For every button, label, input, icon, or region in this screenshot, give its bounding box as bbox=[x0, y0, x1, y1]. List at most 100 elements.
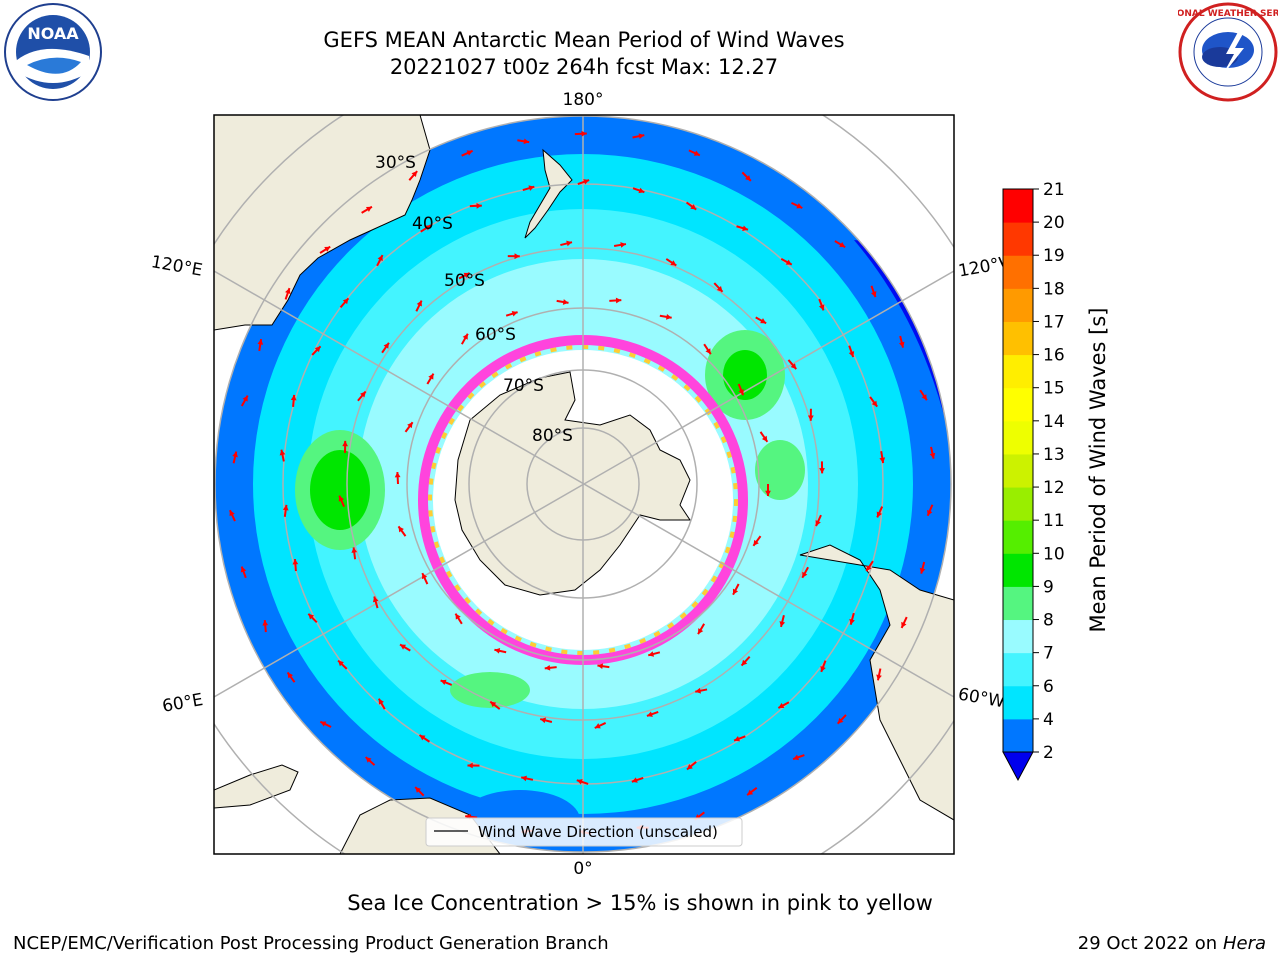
wave-direction-arrowhead bbox=[747, 789, 754, 796]
wave-direction-arrowhead bbox=[229, 510, 235, 517]
wave-direction-arrowhead bbox=[802, 571, 808, 578]
wave-direction-arrowhead bbox=[540, 717, 547, 724]
wave-direction-arrowhead bbox=[282, 504, 289, 511]
sea-ice-note: Sea Ice Concentration > 15% is shown in … bbox=[347, 891, 933, 915]
wave-direction-arrowhead bbox=[785, 259, 792, 265]
wave-direction-arrowhead bbox=[648, 651, 655, 657]
wave-direction-arrowhead bbox=[876, 674, 882, 681]
colorbar-tick-label: 12 bbox=[1043, 478, 1065, 498]
wave-direction-arrowhead bbox=[734, 736, 741, 742]
colorbar-segment bbox=[1003, 288, 1033, 322]
colorbar-segment bbox=[1003, 255, 1033, 289]
wave-direction-arrowhead bbox=[292, 559, 299, 565]
colorbar-tick-label: 14 bbox=[1043, 412, 1065, 432]
wave-direction-arrowhead bbox=[360, 391, 366, 398]
wave-direction-arrowhead bbox=[919, 567, 926, 574]
wave-direction-arrowhead bbox=[378, 698, 384, 705]
wave-direction-arrowhead bbox=[494, 648, 501, 654]
wave-direction-arrowhead bbox=[455, 613, 461, 620]
wave-direction-arrowhead bbox=[290, 394, 297, 401]
wave-direction-arrowhead bbox=[705, 348, 711, 355]
wave-direction-arrowhead bbox=[870, 291, 877, 298]
wave-direction-arrowhead bbox=[793, 754, 800, 761]
wave-direction-arrowhead bbox=[732, 588, 739, 595]
lat-label-40s: 40°S bbox=[412, 214, 453, 234]
wave-direction-arrowhead bbox=[463, 272, 470, 278]
colorbar-segment bbox=[1003, 652, 1033, 687]
lat-label-70s: 70°S bbox=[503, 376, 544, 396]
wave-direction-arrowhead bbox=[566, 240, 573, 247]
colorbar-frame bbox=[1002, 188, 1034, 753]
wave-direction-arrowhead bbox=[638, 187, 645, 194]
wave-direction-arrowhead bbox=[753, 539, 759, 546]
colorbar-tick-label: 2 bbox=[1043, 743, 1054, 763]
wave-direction-arrowhead bbox=[365, 206, 372, 212]
wave-direction-arrowhead bbox=[665, 314, 672, 320]
graticule bbox=[214, 115, 954, 854]
colorbar-segment bbox=[1003, 718, 1033, 753]
nws-logo-ring-text: NATIONAL WEATHER SERVICE bbox=[1178, 9, 1278, 19]
wave-direction-arrowhead bbox=[693, 150, 700, 156]
wave-direction-arrowhead bbox=[745, 175, 751, 181]
wave-direction-arrowhead bbox=[383, 342, 389, 349]
map-frame bbox=[213, 114, 955, 855]
wave-direction-arrowhead bbox=[394, 472, 401, 478]
wave-direction-arrowhead bbox=[695, 687, 701, 694]
wave-direction-arrowhead bbox=[646, 711, 653, 717]
wave-direction-arrowhead bbox=[638, 133, 645, 139]
wave-direction-arrowhead bbox=[338, 660, 344, 667]
wave-direction-arrowhead bbox=[440, 679, 447, 686]
colorbar-segment bbox=[1003, 619, 1033, 654]
wave-direction-arrowhead bbox=[476, 203, 482, 209]
wave-direction-arrowhead bbox=[279, 449, 286, 456]
wave-direction-arrowhead bbox=[232, 451, 238, 458]
wave-direction-arrowhead bbox=[819, 468, 825, 474]
colorbar-tick-label: 4 bbox=[1043, 710, 1054, 730]
wave-direction-arrowhead bbox=[927, 509, 933, 516]
wave-direction-arrowhead bbox=[262, 620, 269, 626]
wave-direction-arrowhead bbox=[765, 490, 771, 496]
wave-direction-arrowhead bbox=[544, 664, 551, 671]
colorbar-segment bbox=[1003, 487, 1033, 521]
wave-direction-arrowhead bbox=[419, 735, 426, 741]
lon-label-120e: 120°E bbox=[150, 252, 204, 281]
wave-direction-arrowhead bbox=[365, 757, 372, 763]
land-antarctica bbox=[454, 371, 691, 596]
lat-label-60s: 60°S bbox=[475, 325, 516, 345]
wave-direction-arrowhead bbox=[242, 395, 248, 402]
colorbar-label: Mean Period of Wind Waves [s] bbox=[1086, 308, 1110, 633]
wave-direction-arrowhead bbox=[490, 701, 497, 708]
wave-direction-arrowhead bbox=[416, 300, 422, 307]
wave-direction-arrowhead bbox=[594, 723, 601, 729]
colorbar-tick-label: 18 bbox=[1043, 279, 1065, 299]
wave-direction-arrowhead bbox=[778, 702, 785, 708]
lat-label-80s: 80°S bbox=[532, 426, 573, 446]
wave-direction-arrowhead bbox=[467, 762, 473, 769]
colorbar-under-extend bbox=[1002, 751, 1034, 782]
colorbar-tick-label: 9 bbox=[1043, 577, 1054, 597]
wave-direction-arrowhead bbox=[631, 777, 638, 783]
wave-direction-arrowhead bbox=[377, 255, 383, 262]
wave-direction-arrowhead bbox=[741, 659, 748, 666]
wave-direction-arrowhead bbox=[690, 204, 697, 210]
noaa-logo-text: NOAA bbox=[27, 24, 79, 43]
wave-direction-arrowhead bbox=[779, 621, 786, 627]
land-madagascar bbox=[214, 764, 299, 809]
colorbar-tick-label: 21 bbox=[1043, 180, 1065, 200]
colorbar-segment bbox=[1003, 354, 1033, 389]
colorbar-segment bbox=[1003, 586, 1033, 621]
colorbar-segment bbox=[1003, 453, 1033, 488]
wave-direction-arrowhead bbox=[398, 526, 404, 533]
wave-direction-arrowhead bbox=[837, 717, 844, 724]
wave-direction-arrowhead bbox=[424, 225, 431, 231]
wave-direction-arrowhead bbox=[820, 665, 826, 672]
lat-label-50s: 50°S bbox=[444, 271, 485, 291]
wave-direction-arrowhead bbox=[428, 373, 434, 380]
colorbar-segment bbox=[1003, 420, 1033, 455]
wave-direction-arrowhead bbox=[866, 565, 872, 572]
wave-direction-arrowhead bbox=[670, 260, 677, 266]
colorbar-tick-label: 10 bbox=[1043, 544, 1065, 564]
colorbar-tick-label: 17 bbox=[1043, 312, 1065, 332]
wave-direction-arrowhead bbox=[400, 644, 407, 650]
